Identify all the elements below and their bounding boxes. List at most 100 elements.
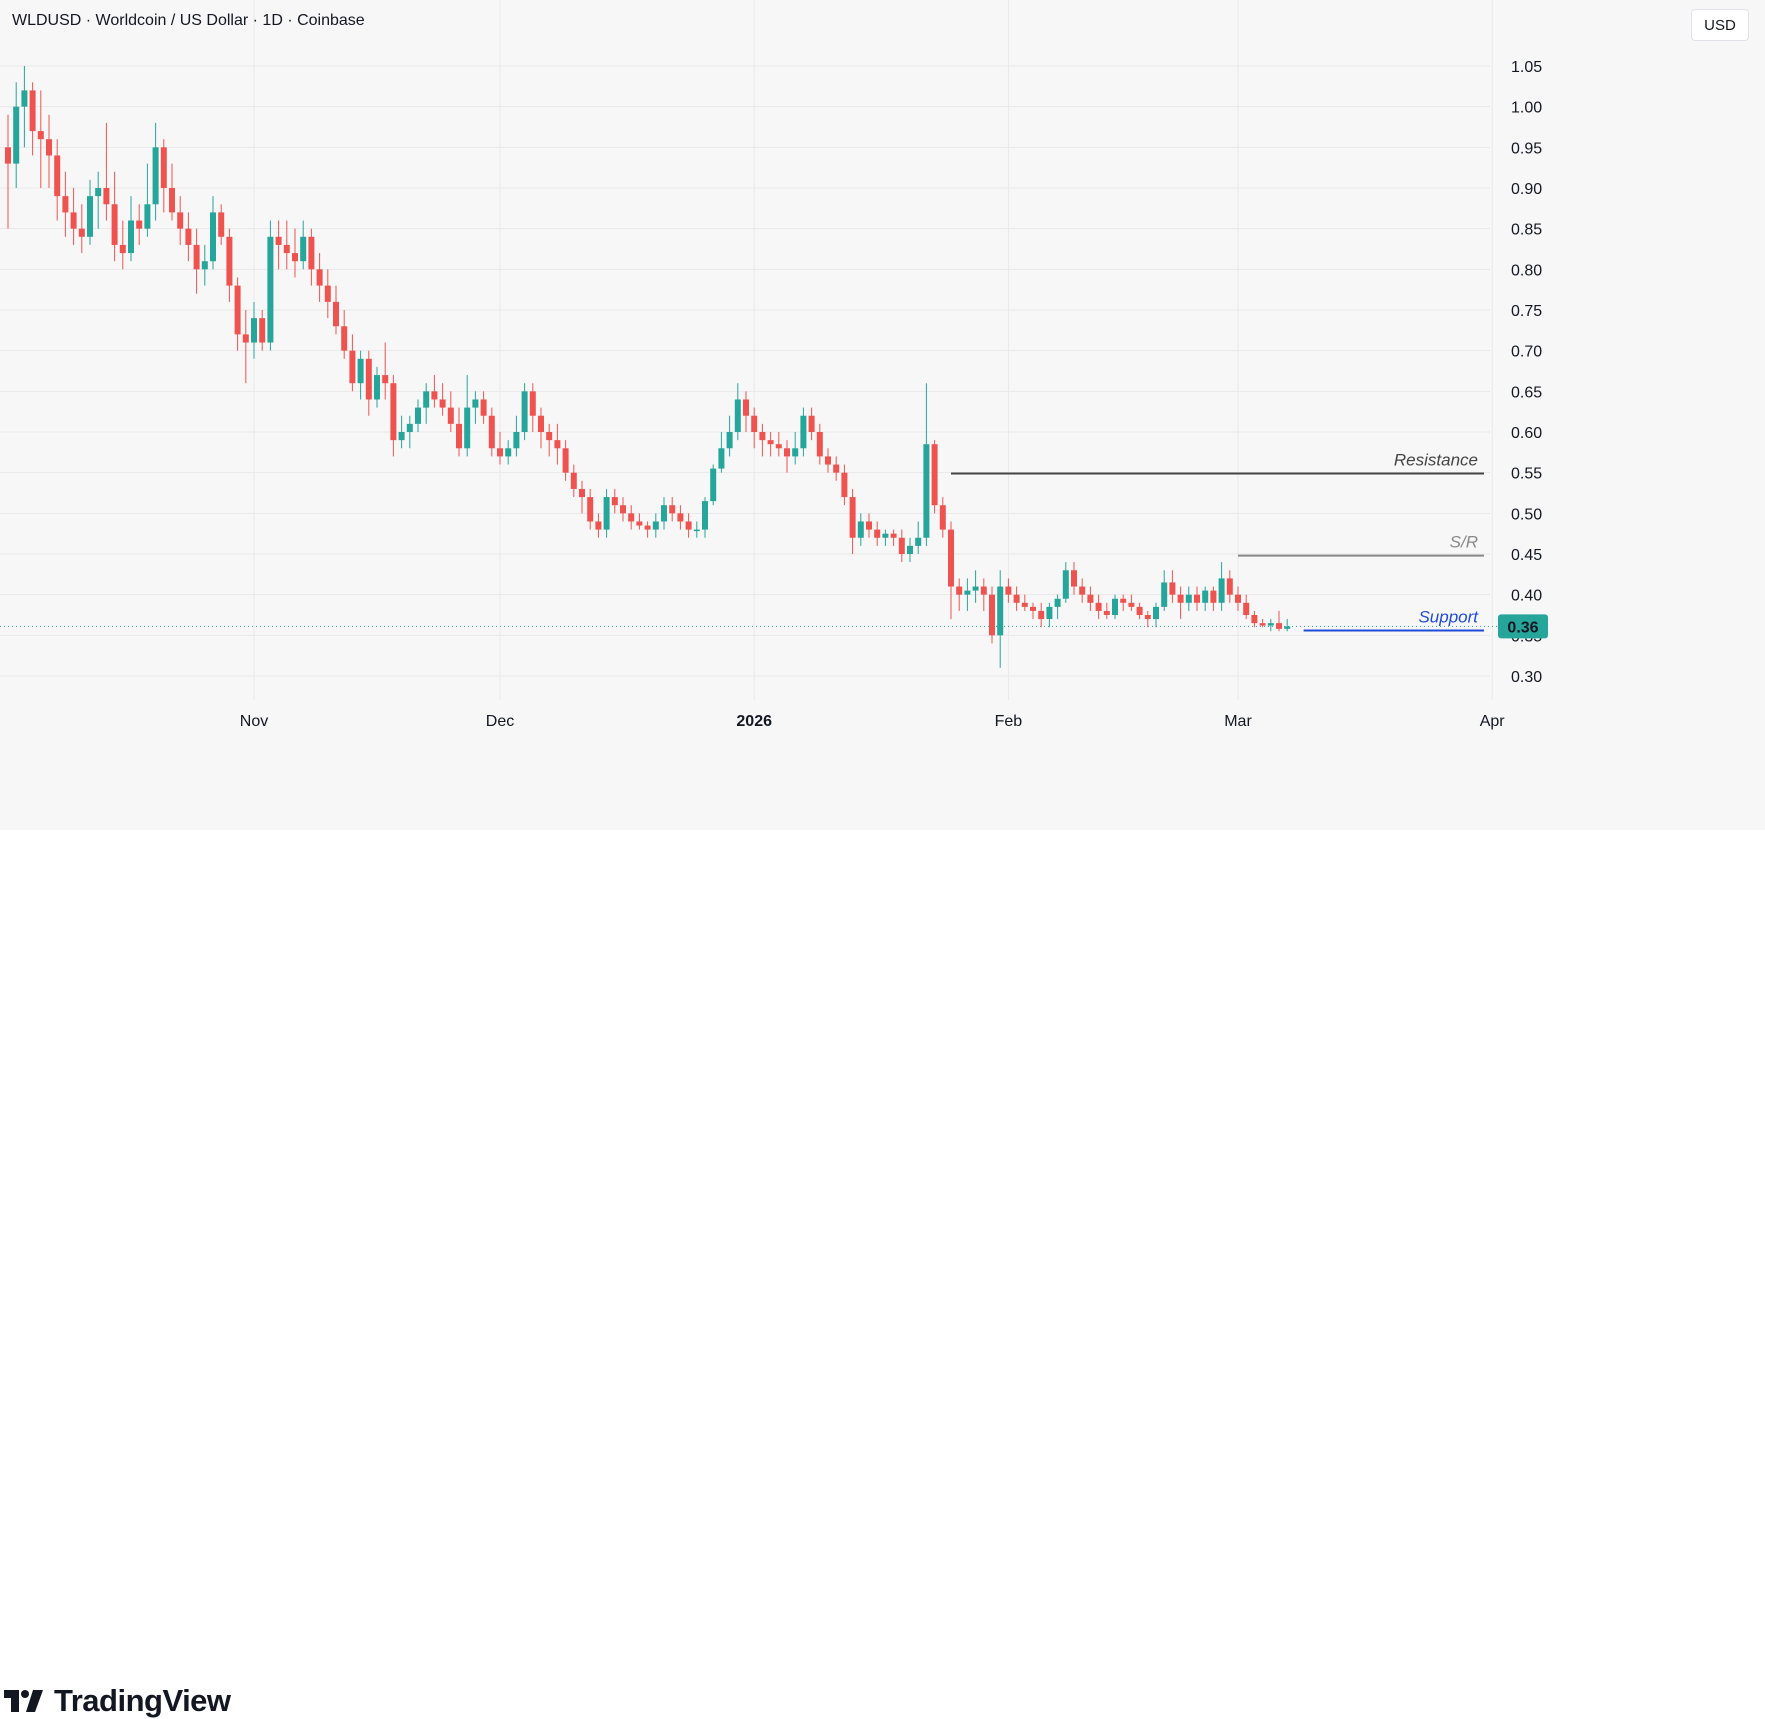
candle <box>546 423 553 457</box>
candle <box>300 220 307 270</box>
candle-body <box>538 415 544 432</box>
candle <box>980 578 987 611</box>
candle <box>1005 578 1012 603</box>
candle-body <box>562 448 569 473</box>
candle-body <box>734 399 741 432</box>
candle <box>70 188 77 245</box>
candle <box>939 497 946 538</box>
candle-body <box>1136 606 1143 615</box>
candle-body <box>866 521 872 530</box>
candle <box>972 570 979 603</box>
candle-body <box>1128 602 1135 607</box>
candle <box>505 440 512 465</box>
candle-body <box>685 521 692 530</box>
candle <box>128 196 134 262</box>
price-axis[interactable]: 0.300.350.400.450.500.550.600.650.700.75… <box>1498 59 1548 686</box>
candle-body <box>1218 578 1225 603</box>
candle-body <box>1112 598 1118 615</box>
candle <box>357 350 364 400</box>
candle-body <box>751 415 758 432</box>
candle <box>882 529 889 546</box>
candle <box>251 301 257 359</box>
candle <box>1259 619 1266 628</box>
candle-body <box>13 106 20 164</box>
candle <box>849 488 856 554</box>
candle-body <box>521 391 528 432</box>
candle <box>234 277 241 351</box>
currency-button[interactable]: USD <box>1691 9 1749 41</box>
candle-body <box>1021 602 1028 607</box>
candle-body <box>472 399 479 408</box>
candle-body <box>874 529 881 538</box>
candle-body <box>743 399 749 416</box>
candle <box>1177 586 1184 620</box>
line-label: Resistance <box>1394 450 1478 469</box>
candle-body <box>939 505 946 530</box>
candle-body <box>775 444 782 449</box>
candle-body <box>324 285 331 302</box>
x-tick-label: Dec <box>486 713 514 730</box>
candle-body <box>275 236 282 245</box>
candle <box>119 220 126 270</box>
candle-body <box>964 590 971 595</box>
candle <box>1251 610 1258 628</box>
candle-body <box>5 147 11 164</box>
y-tick-label: 0.95 <box>1511 140 1542 157</box>
candle <box>948 521 954 620</box>
candle-body <box>160 147 167 188</box>
candle <box>1185 586 1192 611</box>
candle-body <box>849 497 856 538</box>
candle-body <box>669 505 676 514</box>
candle-body <box>144 204 151 229</box>
candle <box>1120 594 1127 611</box>
candle <box>898 529 905 563</box>
y-tick-label: 0.85 <box>1511 222 1542 239</box>
candle <box>661 497 667 530</box>
candle <box>1218 562 1225 611</box>
candle-body <box>283 244 290 254</box>
brand-name: TradingView <box>54 1683 231 1718</box>
candle <box>390 375 397 457</box>
candle-body <box>128 220 134 254</box>
candle-body <box>1054 598 1061 607</box>
candle <box>456 407 462 457</box>
candle-body <box>70 212 77 229</box>
candle-body <box>316 269 323 286</box>
candle <box>964 578 971 611</box>
candle-body <box>21 90 28 107</box>
candle <box>652 513 659 538</box>
candle <box>488 407 495 457</box>
candle <box>210 196 216 270</box>
candle <box>808 407 815 441</box>
tradingview-brand[interactable]: TradingView <box>4 1683 231 1719</box>
y-tick-label: 0.65 <box>1511 384 1542 401</box>
candle-body <box>554 440 561 449</box>
candle-body <box>644 525 651 530</box>
candle-body <box>292 253 298 262</box>
candle <box>890 529 897 546</box>
candle-body <box>1276 623 1282 629</box>
candle <box>857 513 864 546</box>
candle-body <box>570 472 577 489</box>
candle-body <box>915 537 922 546</box>
candle-body <box>923 444 930 538</box>
candle-body <box>29 90 36 132</box>
candle-body <box>1235 594 1241 603</box>
candle-body <box>78 228 85 237</box>
candle <box>734 383 741 441</box>
candle <box>406 415 413 449</box>
candle <box>382 342 389 400</box>
candle <box>841 464 848 506</box>
time-axis[interactable]: Nov Dec 2026 Feb Mar Apr <box>240 713 1506 730</box>
candle <box>1128 594 1135 611</box>
candle <box>693 521 700 538</box>
candle <box>644 521 651 538</box>
candle-body <box>890 533 897 538</box>
candle <box>718 432 725 473</box>
candle-body <box>833 464 840 473</box>
candle-body <box>661 505 667 522</box>
candle <box>677 505 684 530</box>
last-price-badge[interactable] <box>1498 614 1548 639</box>
